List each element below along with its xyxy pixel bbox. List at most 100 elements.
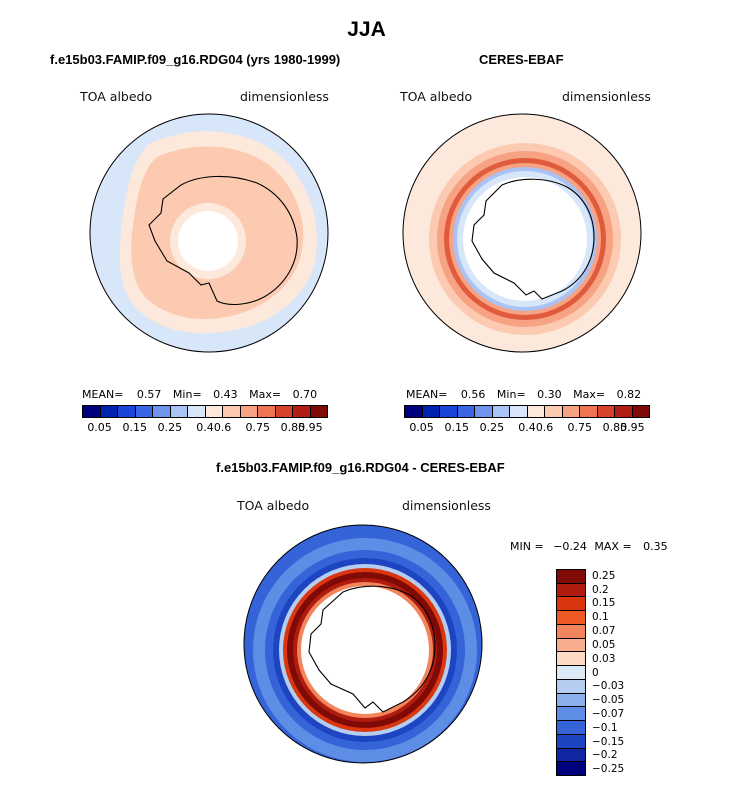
colorbar-tick-label: 0.6 <box>213 421 232 434</box>
obs-panel-title: CERES-EBAF <box>479 52 564 67</box>
colorbar-swatch <box>293 406 311 417</box>
obs-albedo-map <box>402 113 642 353</box>
model-variable-label: TOA albedo <box>80 89 153 104</box>
colorbar-tick-label: 0.15 <box>592 597 616 610</box>
colorbar-tick-label: 0.07 <box>592 625 616 638</box>
colorbar-swatch <box>188 406 206 417</box>
difference-colorbar <box>556 569 586 776</box>
colorbar-tick-label: 0.75 <box>245 421 270 434</box>
colorbar-swatch <box>557 748 585 763</box>
obs-min-label: Min= <box>496 388 526 401</box>
colorbar-swatch <box>557 597 585 612</box>
colorbar-tick-label: 0.25 <box>157 421 183 434</box>
colorbar-swatch <box>440 406 458 417</box>
colorbar-tick-label: 0.6 <box>535 421 554 434</box>
colorbar-tick-label: −0.2 <box>592 749 618 762</box>
colorbar-swatch <box>405 406 423 417</box>
colorbar-tick-label: −0.03 <box>592 680 625 693</box>
colorbar-swatch <box>545 406 563 417</box>
difference-minmax: MIN = −0.24 MAX = 0.35 <box>510 540 668 553</box>
colorbar-swatch <box>135 406 153 417</box>
model-max-value: 0.70 <box>292 388 318 401</box>
colorbar-swatch <box>557 570 585 584</box>
model-max-label: Max= <box>249 388 282 401</box>
colorbar-swatch <box>562 406 580 417</box>
difference-min-value: −0.24 <box>553 540 587 553</box>
model-colorbar-ticks: 0.05 0.15 0.25 0.4 0.6 0.75 0.85 0.95 <box>82 421 328 435</box>
main-title: JJA <box>347 18 386 41</box>
colorbar-swatch <box>510 406 528 417</box>
model-stats: MEAN= 0.57 Min= 0.43 Max= 0.70 <box>82 388 317 401</box>
colorbar-tick-label: 0.1 <box>592 611 609 624</box>
obs-stats: MEAN= 0.56 Min= 0.30 Max= 0.82 <box>406 388 641 401</box>
obs-max-label: Max= <box>573 388 606 401</box>
difference-max-label: MAX = <box>594 540 632 553</box>
colorbar-tick-label: 0.03 <box>592 652 616 665</box>
model-min-value: 0.43 <box>213 388 238 401</box>
colorbar-tick-label: 0.15 <box>122 421 147 434</box>
obs-max-value: 0.82 <box>616 388 642 401</box>
colorbar-swatch <box>557 611 585 625</box>
colorbar-swatch <box>170 406 188 417</box>
colorbar-swatch <box>118 406 136 417</box>
colorbar-swatch <box>557 693 585 708</box>
colorbar-tick-label: 0.2 <box>592 583 609 596</box>
colorbar-swatch <box>557 583 585 598</box>
colorbar-swatch <box>615 406 633 417</box>
obs-units-label: dimensionless <box>562 89 651 104</box>
colorbar-tick-label: 0 <box>592 666 599 679</box>
colorbar-tick-label: 0.95 <box>620 421 645 434</box>
colorbar-swatch <box>310 406 327 417</box>
colorbar-swatch <box>557 762 585 776</box>
obs-colorbar-ticks: 0.05 0.15 0.25 0.4 0.6 0.75 0.85 0.95 <box>404 421 650 435</box>
colorbar-swatch <box>557 638 585 653</box>
difference-variable-label: TOA albedo <box>237 498 310 513</box>
colorbar-tick-label: −0.05 <box>592 694 625 707</box>
colorbar-swatch <box>557 624 585 639</box>
colorbar-tick-label: 0.4 <box>518 421 536 434</box>
difference-min-label: MIN = <box>510 540 544 553</box>
colorbar-tick-label: 0.85 <box>280 421 306 434</box>
colorbar-tick-label: −0.1 <box>592 721 618 734</box>
colorbar-tick-label: 0.95 <box>298 421 323 434</box>
colorbar-swatch <box>153 406 171 417</box>
colorbar-swatch <box>492 406 510 417</box>
model-colorbar <box>82 405 328 418</box>
colorbar-swatch <box>557 721 585 735</box>
obs-colorbar <box>404 405 650 418</box>
model-mean-value: 0.57 <box>136 388 162 401</box>
colorbar-swatch <box>275 406 293 417</box>
colorbar-swatch <box>475 406 493 417</box>
colorbar-swatch <box>597 406 615 417</box>
colorbar-swatch <box>557 679 585 694</box>
colorbar-swatch <box>83 406 101 417</box>
colorbar-swatch <box>632 406 649 417</box>
colorbar-tick-label: 0.05 <box>409 421 434 434</box>
difference-albedo-map <box>243 524 483 764</box>
colorbar-swatch <box>527 406 545 417</box>
colorbar-swatch <box>457 406 475 417</box>
colorbar-tick-label: 0.05 <box>592 638 616 651</box>
colorbar-swatch <box>557 734 585 749</box>
colorbar-swatch <box>240 406 258 417</box>
colorbar-tick-label: 0.4 <box>196 421 214 434</box>
difference-colorbar-labels: 0.25 0.2 0.15 0.1 0.07 0.05 0.03 0 −0.03 −0.05 −0.… <box>592 569 712 776</box>
obs-min-value: 0.30 <box>537 388 562 401</box>
model-albedo-map <box>89 113 329 353</box>
colorbar-swatch <box>205 406 223 417</box>
obs-mean-value: 0.56 <box>460 388 486 401</box>
difference-panel-title: f.e15b03.FAMIP.f09_g16.RDG04 - CERES-EBA… <box>216 460 505 475</box>
model-panel-title: f.e15b03.FAMIP.f09_g16.RDG04 (yrs 1980-1… <box>50 52 341 67</box>
colorbar-tick-label: −0.25 <box>592 763 625 776</box>
colorbar-swatch <box>557 707 585 722</box>
model-min-label: Min= <box>172 388 202 401</box>
colorbar-swatch <box>223 406 241 417</box>
colorbar-tick-label: 0.25 <box>592 569 616 582</box>
model-units-label: dimensionless <box>240 89 329 104</box>
obs-mean-label: MEAN= <box>406 388 448 401</box>
colorbar-swatch <box>422 406 440 417</box>
colorbar-tick-label: 0.25 <box>479 421 505 434</box>
colorbar-tick-label: 0.75 <box>567 421 592 434</box>
difference-units-label: dimensionless <box>402 498 491 513</box>
colorbar-tick-label: 0.85 <box>602 421 628 434</box>
